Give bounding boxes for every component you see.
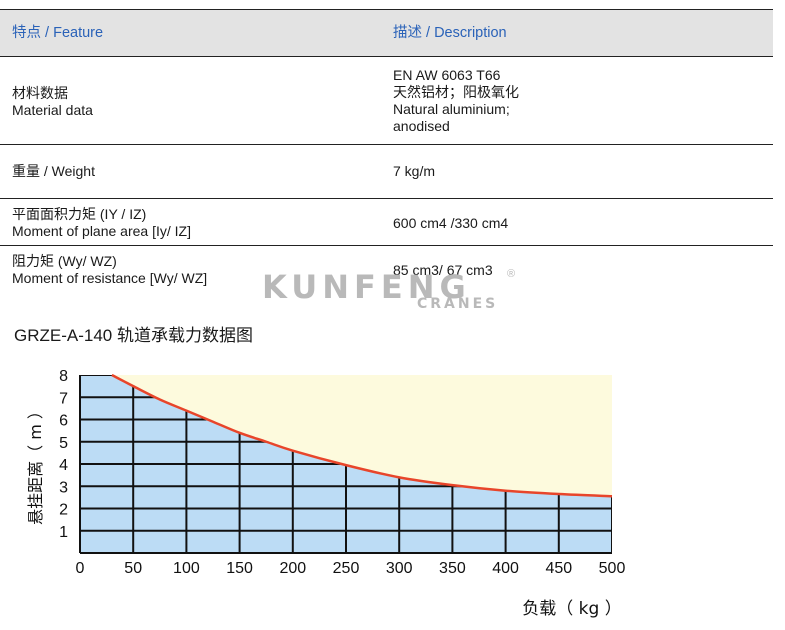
watermark-logo: KUNFENG ® CRANES	[262, 268, 522, 316]
feature-weight: 重量 / Weight	[12, 163, 95, 179]
watermark-sub: CRANES	[417, 296, 499, 312]
y-tick-label: 2	[59, 502, 68, 519]
feature-cn: 平面面积力矩 (IY / IZ)	[12, 206, 147, 222]
y-tick-label: 1	[59, 524, 68, 541]
feature-cn: 材料数据	[12, 85, 68, 101]
x-tick-label: 200	[279, 560, 306, 577]
header-feature: 特点 / Feature	[12, 25, 104, 41]
watermark-reg: ®	[507, 268, 516, 280]
feature-en: Moment of plane area [Iy/ IZ]	[12, 223, 191, 239]
table-row: 材料数据 Material data EN AW 6063 T66 天然铝材；阳…	[0, 57, 773, 145]
table-row: 平面面积力矩 (IY / IZ) Moment of plane area [I…	[0, 199, 773, 246]
y-axis-label: 悬挂距离（ m ）	[26, 403, 45, 525]
x-tick-label: 300	[386, 560, 413, 577]
feature-table: 特点 / Feature 描述 / Description 材料数据 Mater…	[0, 9, 773, 294]
table-row: 阻力矩 (Wy/ WZ) Moment of resistance [Wy/ W…	[0, 246, 773, 294]
y-tick-label: 4	[59, 457, 68, 474]
description-moment: 600 cm4 /330 cm4	[393, 215, 509, 231]
x-tick-label: 400	[492, 560, 519, 577]
chart-title: GRZE-A-140 轨道承载力数据图	[14, 326, 253, 345]
description-weight: 7 kg/m	[393, 163, 436, 179]
description-line: Natural aluminium;	[393, 101, 510, 117]
y-tick-label: 7	[59, 390, 68, 407]
x-tick-label: 350	[439, 560, 466, 577]
y-tick-label: 3	[59, 479, 68, 496]
table-header-row: 特点 / Feature 描述 / Description	[0, 9, 773, 57]
feature-en: Moment of resistance [Wy/ WZ]	[12, 270, 208, 286]
x-tick-label: 100	[173, 560, 200, 577]
x-tick-label: 150	[226, 560, 253, 577]
feature-cn: 阻力矩 (Wy/ WZ)	[12, 253, 117, 269]
table-row: 重量 / Weight 7 kg/m	[0, 145, 773, 199]
description-line: EN AW 6063 T66	[393, 67, 501, 83]
y-tick-label: 5	[59, 435, 68, 452]
watermark-brand: KUNFENG	[262, 268, 471, 306]
x-tick-label: 0	[76, 560, 85, 577]
header-description: 描述 / Description	[393, 25, 507, 41]
x-tick-label: 50	[124, 560, 142, 577]
description-line: 天然铝材；阳极氧化	[393, 84, 519, 100]
x-tick-label: 450	[545, 560, 572, 577]
y-tick-label: 6	[59, 413, 68, 430]
description-line: anodised	[393, 118, 450, 134]
feature-en: Material data	[12, 102, 93, 118]
y-tick-label: 8	[59, 368, 68, 385]
series-curve	[111, 373, 613, 498]
x-axis-label: 负载（ kg ）	[522, 599, 621, 619]
description-resistance: 85 cm3/ 67 cm3	[393, 262, 493, 278]
x-tick-label: 500	[599, 560, 626, 577]
x-tick-label: 250	[333, 560, 360, 577]
